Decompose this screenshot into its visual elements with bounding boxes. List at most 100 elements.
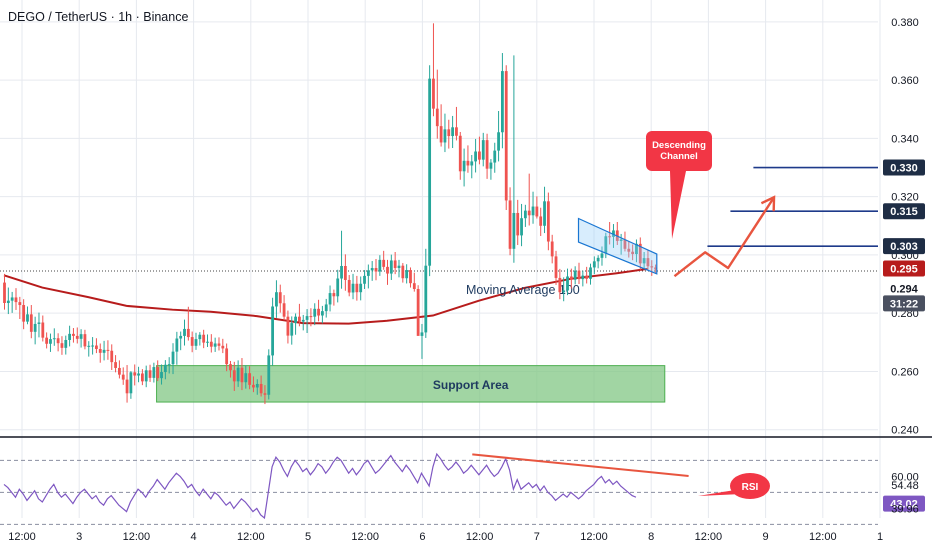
candle-body xyxy=(489,162,493,169)
descending-channel-shape xyxy=(577,217,658,275)
candle-body xyxy=(133,372,137,376)
candle-body xyxy=(79,334,83,339)
time-tick-label: 12:00 xyxy=(809,531,837,543)
candle-body xyxy=(213,343,217,347)
candle-body xyxy=(6,300,10,303)
candle-body xyxy=(592,261,596,268)
candle-body xyxy=(573,270,577,280)
candle-body xyxy=(33,323,37,332)
candle-body xyxy=(232,370,236,382)
candle-body xyxy=(229,364,232,371)
candle-body xyxy=(267,355,271,395)
price-tick-label: 0.340 xyxy=(891,133,919,145)
candle-body xyxy=(60,343,64,348)
candle-body xyxy=(175,338,179,352)
candle-body xyxy=(512,212,516,249)
candle-body xyxy=(294,316,297,324)
candle-body xyxy=(209,341,213,347)
candle-body xyxy=(550,241,554,257)
rsi-value-tag-bg xyxy=(883,495,925,512)
moving-average-line xyxy=(3,267,648,325)
moving-average-layer: Moving Average 100 xyxy=(3,267,648,325)
candle-body xyxy=(282,303,286,317)
candle-body xyxy=(389,260,393,274)
price-tag-last-label: 0.295 xyxy=(890,263,918,275)
time-tick-label: 3 xyxy=(76,531,82,543)
time-tick-label: 7 xyxy=(534,531,540,543)
candle-body xyxy=(244,373,248,383)
candle-body xyxy=(501,71,504,133)
price-tag-0330-label: 0.330 xyxy=(890,163,918,175)
candle-body xyxy=(317,308,320,316)
descending-channel-layer xyxy=(577,217,658,275)
candle-body xyxy=(72,333,75,336)
candle-body xyxy=(320,311,324,316)
level-lines-layer xyxy=(0,166,878,272)
candle-body xyxy=(554,256,558,278)
price-tag-ma-label: 0.294 xyxy=(890,283,918,295)
candle-body xyxy=(148,370,152,378)
price-tag-last-bg xyxy=(883,260,925,277)
support-zone-layer: Support Area xyxy=(156,365,666,403)
candle-body xyxy=(409,270,412,284)
candle-body xyxy=(619,239,623,241)
candle-body xyxy=(106,349,110,351)
candle-body xyxy=(95,345,98,350)
candle-body xyxy=(29,314,33,332)
price-tag-0303-label: 0.303 xyxy=(890,241,918,253)
candle-body xyxy=(562,290,566,293)
candle-body xyxy=(102,349,106,353)
candle-body xyxy=(443,129,447,143)
candle-body xyxy=(68,333,72,340)
rsi-callout-text: RSI xyxy=(742,482,759,493)
candle-body xyxy=(516,212,520,236)
time-tick-label: 1 xyxy=(877,531,883,543)
candle-body xyxy=(474,151,477,162)
candle-body xyxy=(240,367,244,383)
price-tag-countdown-label: 31:22 xyxy=(890,298,918,310)
candle-body xyxy=(455,127,458,136)
candle-body xyxy=(255,383,259,388)
candle-body xyxy=(152,367,156,378)
candle-body xyxy=(118,367,121,375)
candle-body xyxy=(64,339,68,348)
candle-body xyxy=(604,236,608,254)
chart-title[interactable]: DEGO / TetherUS · 1h · Binance xyxy=(8,10,188,24)
time-tick-label: 4 xyxy=(191,531,197,543)
price-tag-0315-bg xyxy=(883,203,925,220)
candle-body xyxy=(412,283,416,290)
candle-body xyxy=(654,267,657,270)
candle-body xyxy=(347,279,351,293)
candle-body xyxy=(202,334,206,343)
candle-body xyxy=(485,140,489,169)
candle-body xyxy=(393,260,397,269)
candles-layer[interactable] xyxy=(3,23,657,405)
candle-body xyxy=(10,297,14,301)
candle-body xyxy=(366,270,370,276)
candle-body xyxy=(3,282,6,303)
time-tick-label: 5 xyxy=(305,531,311,543)
price-tag-0303-bg xyxy=(883,238,925,255)
candle-body xyxy=(374,268,378,272)
candle-body xyxy=(447,129,451,137)
candle-body xyxy=(631,251,635,255)
price-tag-countdown-bg xyxy=(883,295,925,312)
projection-arrow-head xyxy=(760,195,776,212)
candle-body xyxy=(183,328,186,336)
candle-body xyxy=(527,210,531,216)
candle-body xyxy=(458,135,462,172)
candle-body xyxy=(596,257,600,262)
candle-body xyxy=(125,379,129,394)
candle-body xyxy=(49,339,52,344)
candle-body xyxy=(52,338,56,340)
candle-body xyxy=(26,314,29,322)
candle-body xyxy=(37,322,41,324)
candle-body xyxy=(309,316,313,318)
candle-body xyxy=(585,275,589,279)
candle-body xyxy=(531,206,535,216)
price-tick-label: 0.380 xyxy=(891,17,919,29)
projection-arrow-layer xyxy=(673,195,776,278)
rsi-tick-label: 39.96 xyxy=(891,503,919,515)
